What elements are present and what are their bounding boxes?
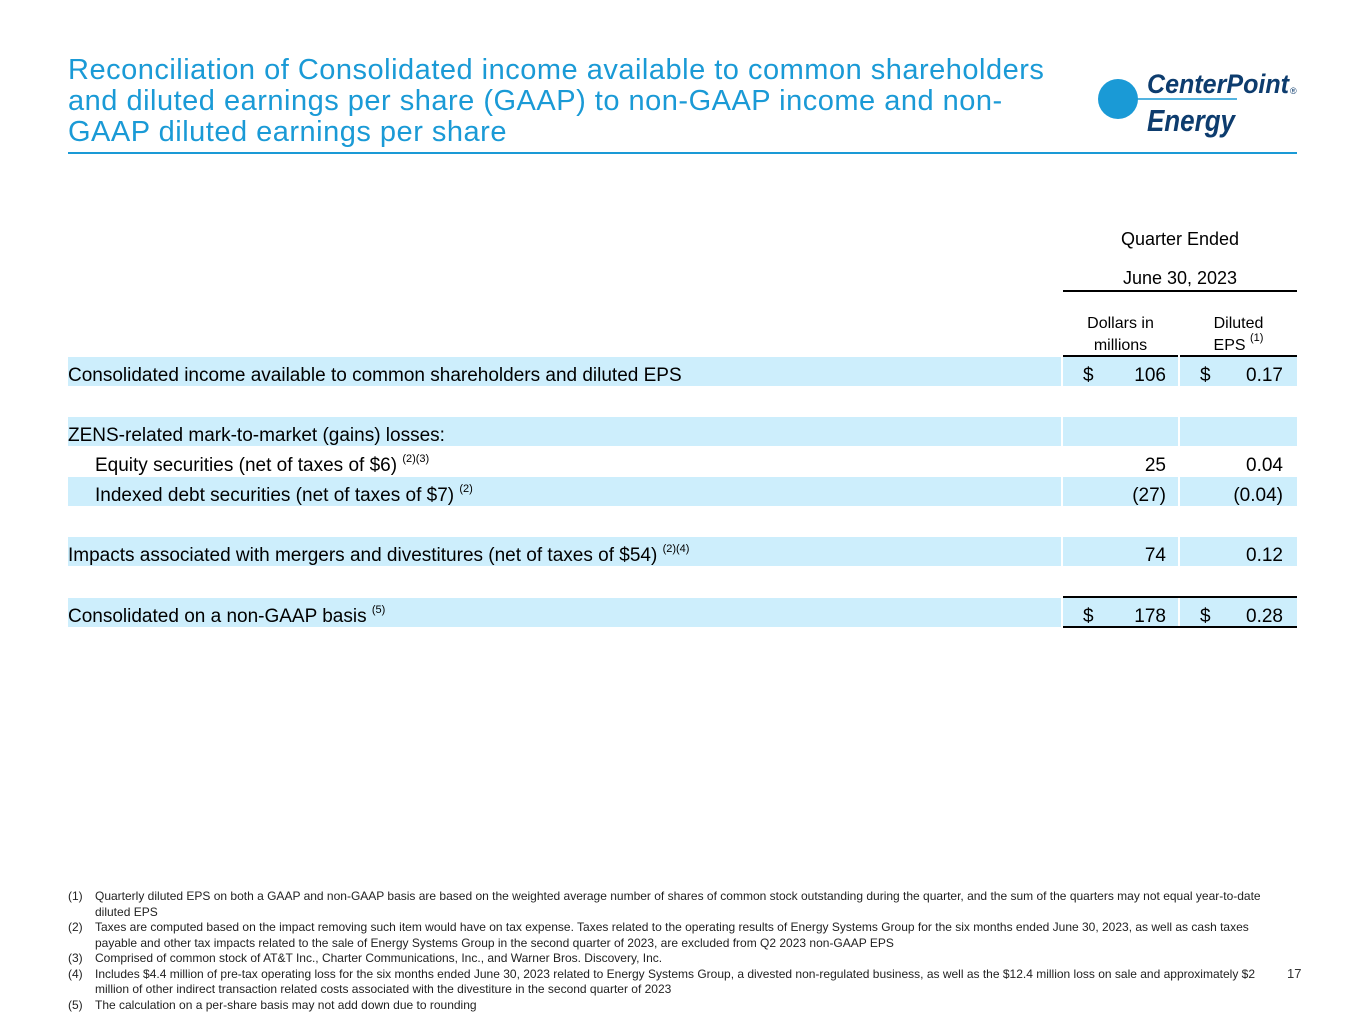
footnotes: (1) Quarterly diluted EPS on both a GAAP … <box>68 889 1268 1013</box>
centerpoint-energy-logo: CenterPoint Energy ® <box>1098 69 1297 138</box>
row-label: Equity securities (net of taxes of $6) (… <box>95 453 430 477</box>
logo-word-centerpoint: CenterPoint <box>1147 69 1290 99</box>
total-bottom-rule <box>1063 626 1297 628</box>
logo-circle-mark <box>1098 79 1138 119</box>
col2-header: Diluted EPS (1) <box>1180 313 1297 357</box>
footnote-3: (3) Comprised of common stock of AT&T Inc… <box>68 951 663 965</box>
slide-title: Reconciliation of Consolidated income av… <box>68 54 1045 148</box>
table-row-indexed-debt: Indexed debt securities (net of taxes of… <box>68 477 1297 506</box>
logo-word-energy: Energy <box>1147 103 1236 138</box>
footnote-1: (1) Quarterly diluted EPS on both a GAAP … <box>68 889 1261 919</box>
row-eps: 0.04 <box>1246 455 1283 476</box>
total-top-rule <box>1063 596 1297 598</box>
row-label: Indexed debt securities (net of taxes of… <box>68 477 1061 506</box>
col1-header-underline <box>1063 355 1178 357</box>
row-label: Consolidated on a non-GAAP basis (5) <box>68 598 1061 627</box>
table-row-gaap: Consolidated income available to common … <box>68 357 1297 386</box>
col2-header-note: (1) <box>1250 332 1264 344</box>
row-note: (2)(4) <box>662 543 690 555</box>
footnote-5: (5) The calculation on a per-share basis … <box>68 997 477 1012</box>
row-eps: $0.28 <box>1180 598 1297 627</box>
col2-header-text: Diluted EPS (1) <box>1213 315 1264 354</box>
row-dollars <box>1063 417 1178 446</box>
row-dollars: $178 <box>1063 598 1178 627</box>
table-row-non-gaap-total: Consolidated on a non-GAAP basis (5) $17… <box>68 598 1297 627</box>
footnote-4: (4) Includes $4.4 million of pre-tax oper… <box>68 966 1255 997</box>
row-eps <box>1180 417 1297 446</box>
row-note: (2) <box>459 483 473 495</box>
row-eps: $0.17 <box>1180 357 1297 386</box>
col1-header-line2: millions <box>1093 337 1148 354</box>
table-row-equity-securities: Equity securities (net of taxes of $6) (… <box>68 447 1297 477</box>
logo-registered-mark: ® <box>1290 86 1297 96</box>
title-underline <box>68 152 1297 154</box>
col1-header-line1: Dollars in <box>1087 315 1154 332</box>
table-row-mergers: Impacts associated with mergers and dive… <box>68 537 1297 566</box>
row-eps: 0.12 <box>1180 537 1297 566</box>
period-underline <box>1063 290 1297 292</box>
row-dollars: 74 <box>1063 537 1178 566</box>
page-number: 17 <box>1287 966 1302 981</box>
row-dollars: $106 <box>1063 357 1178 386</box>
footnote-2: (2) Taxes are computed based on the impac… <box>68 920 1249 950</box>
period-header: Quarter Ended <box>1120 229 1240 249</box>
row-dollars: (27) <box>1063 477 1178 506</box>
row-label: Impacts associated with mergers and dive… <box>68 537 1061 566</box>
row-label: ZENS-related mark-to-market (gains) loss… <box>68 417 1061 446</box>
table-row-zens-heading: ZENS-related mark-to-market (gains) loss… <box>68 417 1297 446</box>
row-note: (5) <box>371 604 386 616</box>
row-dollars: 25 <box>1144 455 1166 476</box>
row-eps: (0.04) <box>1180 477 1297 506</box>
col1-header: Dollars in millions <box>1063 313 1178 357</box>
row-label: Consolidated income available to common … <box>68 357 1061 386</box>
period-date: June 30, 2023 <box>1122 268 1238 288</box>
col2-header-underline <box>1180 355 1297 357</box>
row-note: (2)(3) <box>402 453 430 465</box>
